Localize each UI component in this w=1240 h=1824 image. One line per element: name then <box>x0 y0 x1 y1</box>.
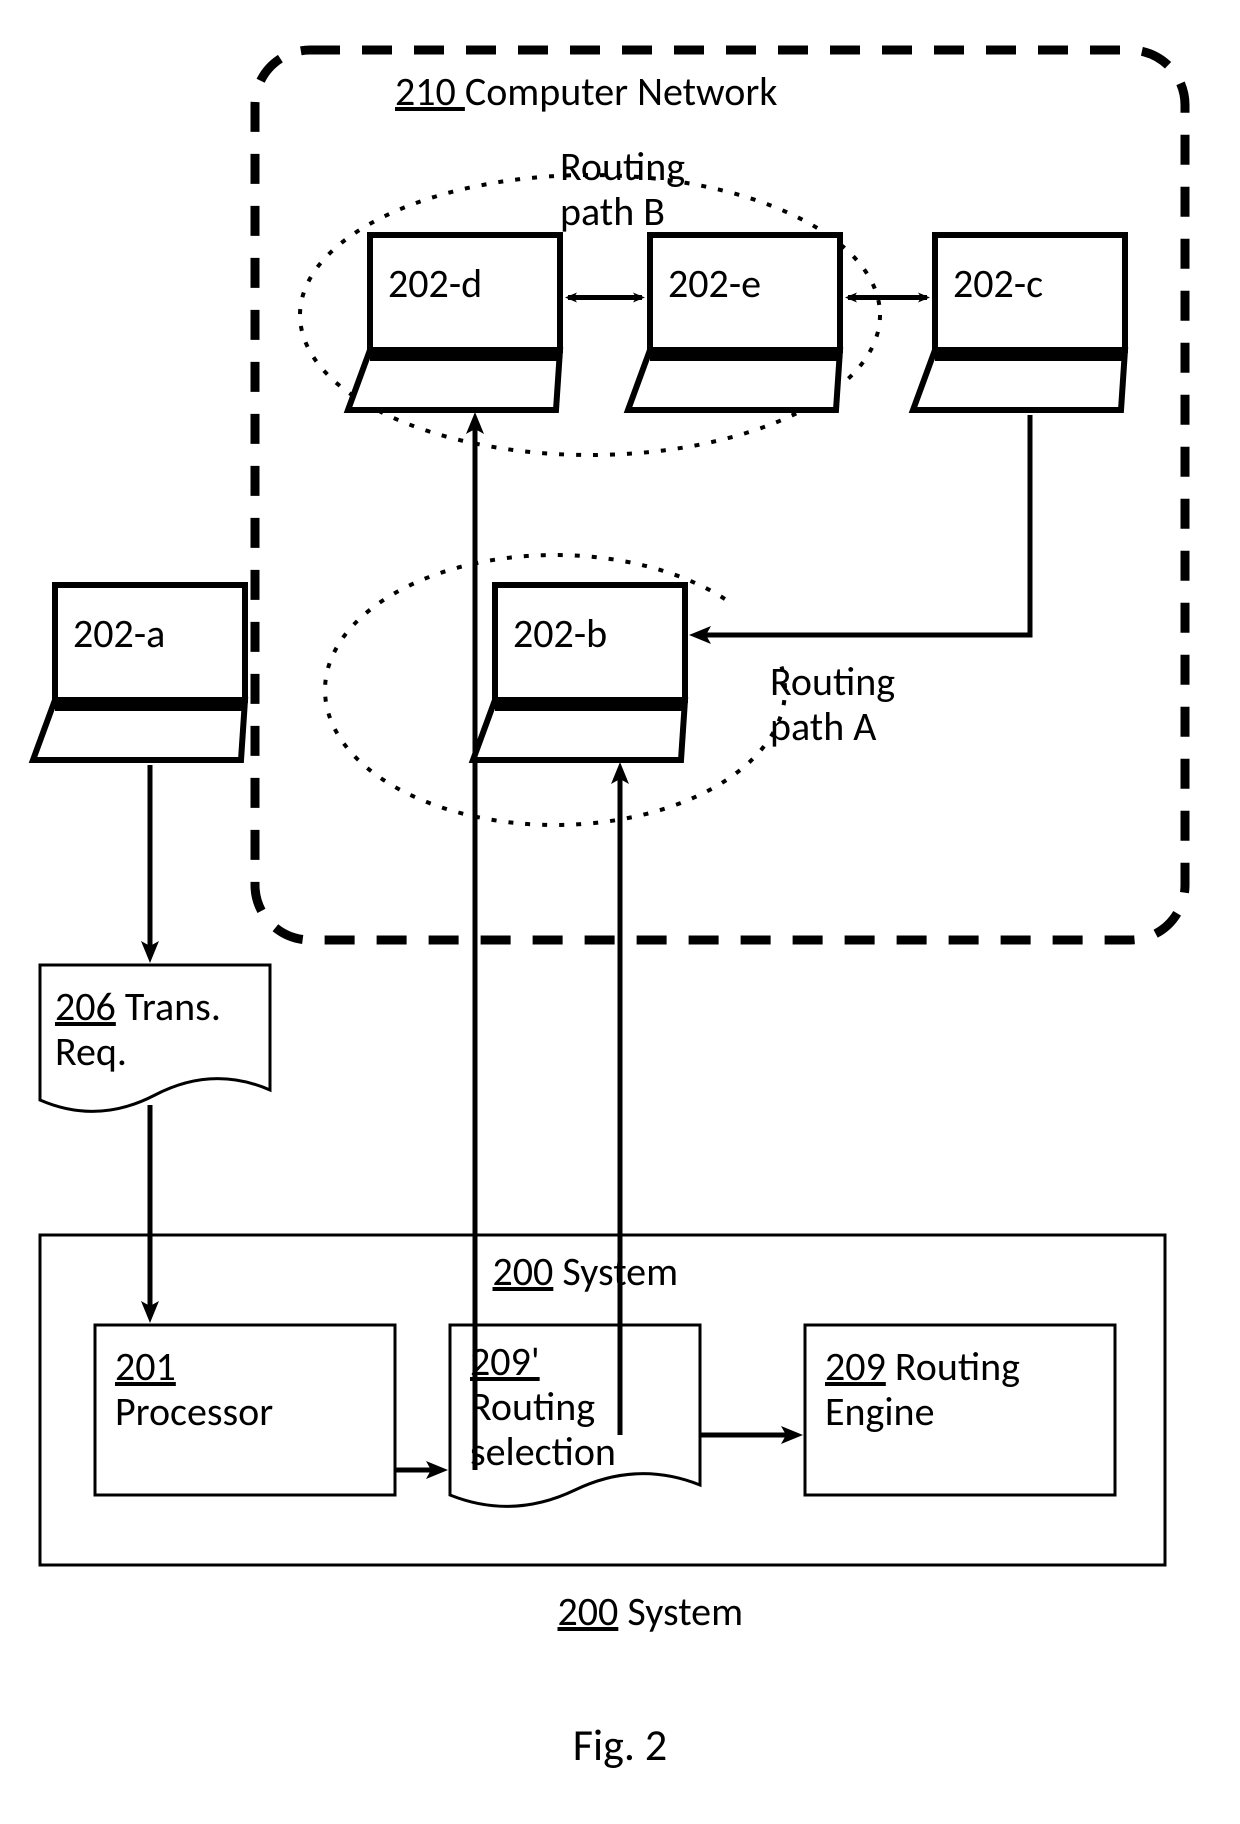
system-title: 200 System <box>493 1247 679 1296</box>
routing-path-b-label-2: path B <box>560 187 665 236</box>
laptop-b-label: 202-b <box>513 609 607 658</box>
routing-engine-l1: 209 Routing <box>825 1342 1020 1391</box>
laptop-c-label: 202-c <box>953 259 1043 308</box>
laptop-a-label: 202-a <box>73 609 165 658</box>
processor-id: 201 <box>115 1342 176 1391</box>
routing-selection-id: 209' <box>470 1337 540 1386</box>
arrow-c-to-b <box>695 415 1030 635</box>
network-box <box>255 50 1185 940</box>
routing-path-b-label-1: Routing <box>560 142 685 191</box>
laptop-d-label: 202-d <box>388 259 482 308</box>
processor-label: Processor <box>115 1387 273 1436</box>
trans-req-line1: 206 Trans. <box>55 982 221 1031</box>
routing-selection-l1: Routing <box>470 1382 595 1431</box>
routing-selection-l2: selection <box>470 1427 616 1476</box>
laptop-e-label: 202-e <box>668 259 761 308</box>
routing-path-a-label-2: path A <box>770 702 877 751</box>
network-title: 210 Computer Network <box>395 67 778 116</box>
routing-engine-l2: Engine <box>825 1387 934 1436</box>
trans-req-line2: Req. <box>55 1027 127 1076</box>
routing-path-a-label-1: Routing <box>770 657 895 706</box>
figure-caption: Fig. 2 <box>573 1718 667 1772</box>
system-label-bottom: 200 System <box>558 1587 744 1636</box>
